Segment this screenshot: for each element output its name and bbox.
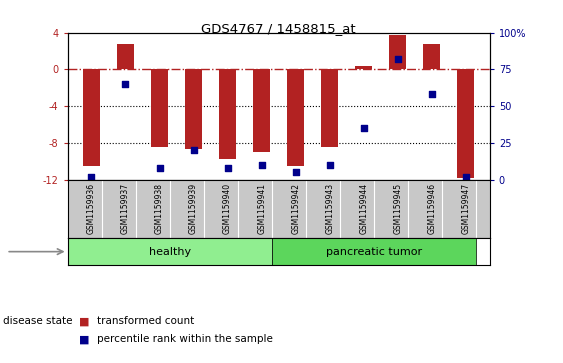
Bar — [272, 238, 476, 265]
Text: pancreatic tumor: pancreatic tumor — [326, 246, 422, 257]
Text: GSM1159938: GSM1159938 — [155, 183, 164, 234]
Text: GSM1159940: GSM1159940 — [223, 183, 232, 234]
Text: GSM1159944: GSM1159944 — [359, 183, 368, 234]
Text: disease state: disease state — [3, 316, 72, 326]
Bar — [423, 44, 440, 69]
Text: GSM1159943: GSM1159943 — [325, 183, 334, 234]
Bar — [390, 36, 406, 69]
Text: GSM1159937: GSM1159937 — [121, 183, 130, 234]
Bar — [458, 69, 475, 178]
Text: ■: ■ — [79, 334, 90, 344]
Bar — [219, 69, 236, 159]
Text: GSM1159941: GSM1159941 — [257, 183, 266, 234]
Point — [257, 162, 266, 168]
Text: GSM1159945: GSM1159945 — [394, 183, 403, 234]
Bar — [151, 69, 168, 147]
Point — [427, 91, 436, 97]
Point — [223, 165, 232, 171]
Bar — [287, 69, 304, 166]
Bar — [68, 238, 272, 265]
Point — [325, 162, 334, 168]
Text: healthy: healthy — [149, 246, 191, 257]
Bar — [253, 69, 270, 152]
Text: GSM1159936: GSM1159936 — [87, 183, 96, 234]
Bar — [321, 69, 338, 147]
Point — [394, 56, 403, 62]
Text: transformed count: transformed count — [97, 316, 194, 326]
Point — [155, 165, 164, 171]
Bar — [117, 44, 134, 69]
Bar — [83, 69, 100, 166]
Point — [359, 125, 368, 131]
Point — [291, 169, 300, 175]
Point — [462, 174, 471, 180]
Point — [87, 174, 96, 180]
Text: GSM1159946: GSM1159946 — [427, 183, 436, 234]
Bar — [355, 66, 372, 69]
Text: GSM1159947: GSM1159947 — [462, 183, 471, 234]
Text: GSM1159942: GSM1159942 — [291, 183, 300, 234]
Point — [121, 81, 130, 87]
Text: GSM1159939: GSM1159939 — [189, 183, 198, 234]
Text: percentile rank within the sample: percentile rank within the sample — [97, 334, 272, 344]
Text: GDS4767 / 1458815_at: GDS4767 / 1458815_at — [202, 22, 356, 35]
Point — [189, 147, 198, 153]
Text: ■: ■ — [79, 316, 90, 326]
Bar — [185, 69, 202, 149]
